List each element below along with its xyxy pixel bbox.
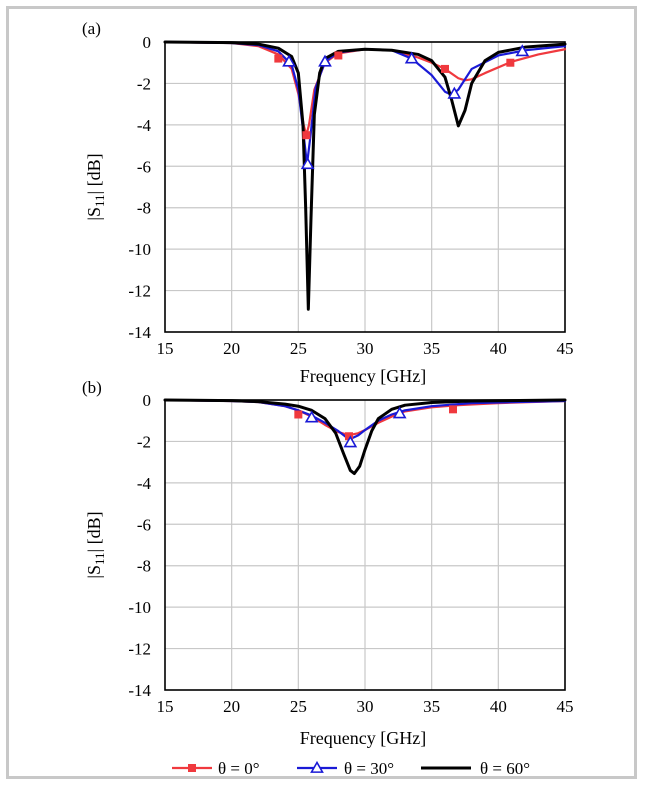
chart-panel-a: 15 20 25 30 35 40 45 0 -2 -4 -6 -8 -10 -12 -14 Frequenc… (82, 19, 574, 386)
x-tick-label: 25 (290, 339, 307, 358)
data-point-theta30 (304, 410, 319, 423)
panel-label: (a) (82, 19, 101, 38)
legend: θ = 0° θ = 30° θ = 60° (172, 759, 530, 778)
data-point-theta30 (318, 54, 332, 67)
y-tick-label: -12 (128, 640, 151, 659)
y-axis-label: |S11| [dB] (84, 511, 107, 578)
legend-swatch-marker (310, 760, 324, 773)
legend-label: θ = 60° (480, 759, 530, 778)
plot-area-border (164, 399, 566, 691)
y-tick-label: -4 (137, 116, 152, 135)
y-tick-label: -8 (137, 199, 151, 218)
y-tick-label: -6 (137, 515, 151, 534)
data-point-theta30 (343, 435, 358, 448)
x-tick-label: 25 (290, 697, 307, 716)
data-point-theta30 (515, 44, 530, 57)
x-tick-label: 45 (557, 697, 574, 716)
y-tick-label: -14 (128, 323, 151, 342)
x-axis-label: Frequency [GHz] (300, 366, 426, 386)
data-point-theta0 (302, 131, 311, 140)
y-tick-label: -10 (128, 240, 151, 259)
data-point-theta0 (334, 51, 343, 60)
data-point-theta0 (345, 432, 353, 441)
panel-label: (b) (82, 378, 102, 397)
x-tick-label: 15 (157, 339, 174, 358)
y-axis-label: |S11| [dB] (84, 153, 107, 220)
data-point-theta30 (300, 157, 315, 170)
series-line-theta60 (163, 40, 567, 311)
chart-panel-b: 15 20 25 30 35 40 45 0 -2 -4 -6 -8 -10 -12 -14 Frequenc… (82, 378, 574, 748)
data-point-theta30 (447, 86, 462, 99)
y-tick-label: -4 (137, 474, 152, 493)
data-point-theta0 (506, 58, 515, 67)
y-tick-label: -2 (137, 432, 151, 451)
legend-label: θ = 0° (218, 759, 260, 778)
x-tick-label: 20 (223, 339, 240, 358)
y-tick-label: -8 (137, 557, 151, 576)
x-tick-label: 15 (157, 697, 174, 716)
x-tick-label: 30 (357, 697, 374, 716)
x-tick-label: 30 (357, 339, 374, 358)
legend-label: θ = 30° (344, 759, 394, 778)
y-tick-label: -2 (137, 74, 151, 93)
y-tick-label: -14 (128, 681, 151, 700)
y-tick-label: -10 (128, 598, 151, 617)
y-tick-label: -6 (137, 157, 151, 176)
legend-swatch-marker (188, 764, 196, 772)
series-line-theta60 (163, 398, 567, 476)
plot-area-border (164, 41, 566, 333)
data-point-theta30 (282, 54, 296, 67)
x-tick-label: 35 (423, 697, 440, 716)
y-tick-label: 0 (143, 391, 152, 410)
y-tick-label: 0 (143, 33, 152, 52)
x-tick-label: 40 (490, 697, 507, 716)
x-tick-label: 35 (423, 339, 440, 358)
y-tick-label: -12 (128, 282, 151, 301)
legend-item-theta30: θ = 30° (297, 759, 394, 778)
x-tick-label: 20 (223, 697, 240, 716)
x-tick-label: 45 (557, 339, 574, 358)
data-point-theta0 (274, 54, 283, 63)
data-point-theta30 (392, 406, 407, 419)
data-point-theta0 (449, 405, 457, 414)
data-point-theta0 (294, 410, 303, 419)
data-point-theta0 (441, 64, 449, 73)
data-point-theta30 (404, 51, 419, 64)
x-tick-label: 40 (490, 339, 507, 358)
legend-item-theta0: θ = 0° (172, 759, 260, 778)
legend-item-theta60: θ = 60° (421, 759, 530, 778)
figure-frame (6, 6, 637, 779)
x-axis-label: Frequency [GHz] (300, 728, 426, 748)
